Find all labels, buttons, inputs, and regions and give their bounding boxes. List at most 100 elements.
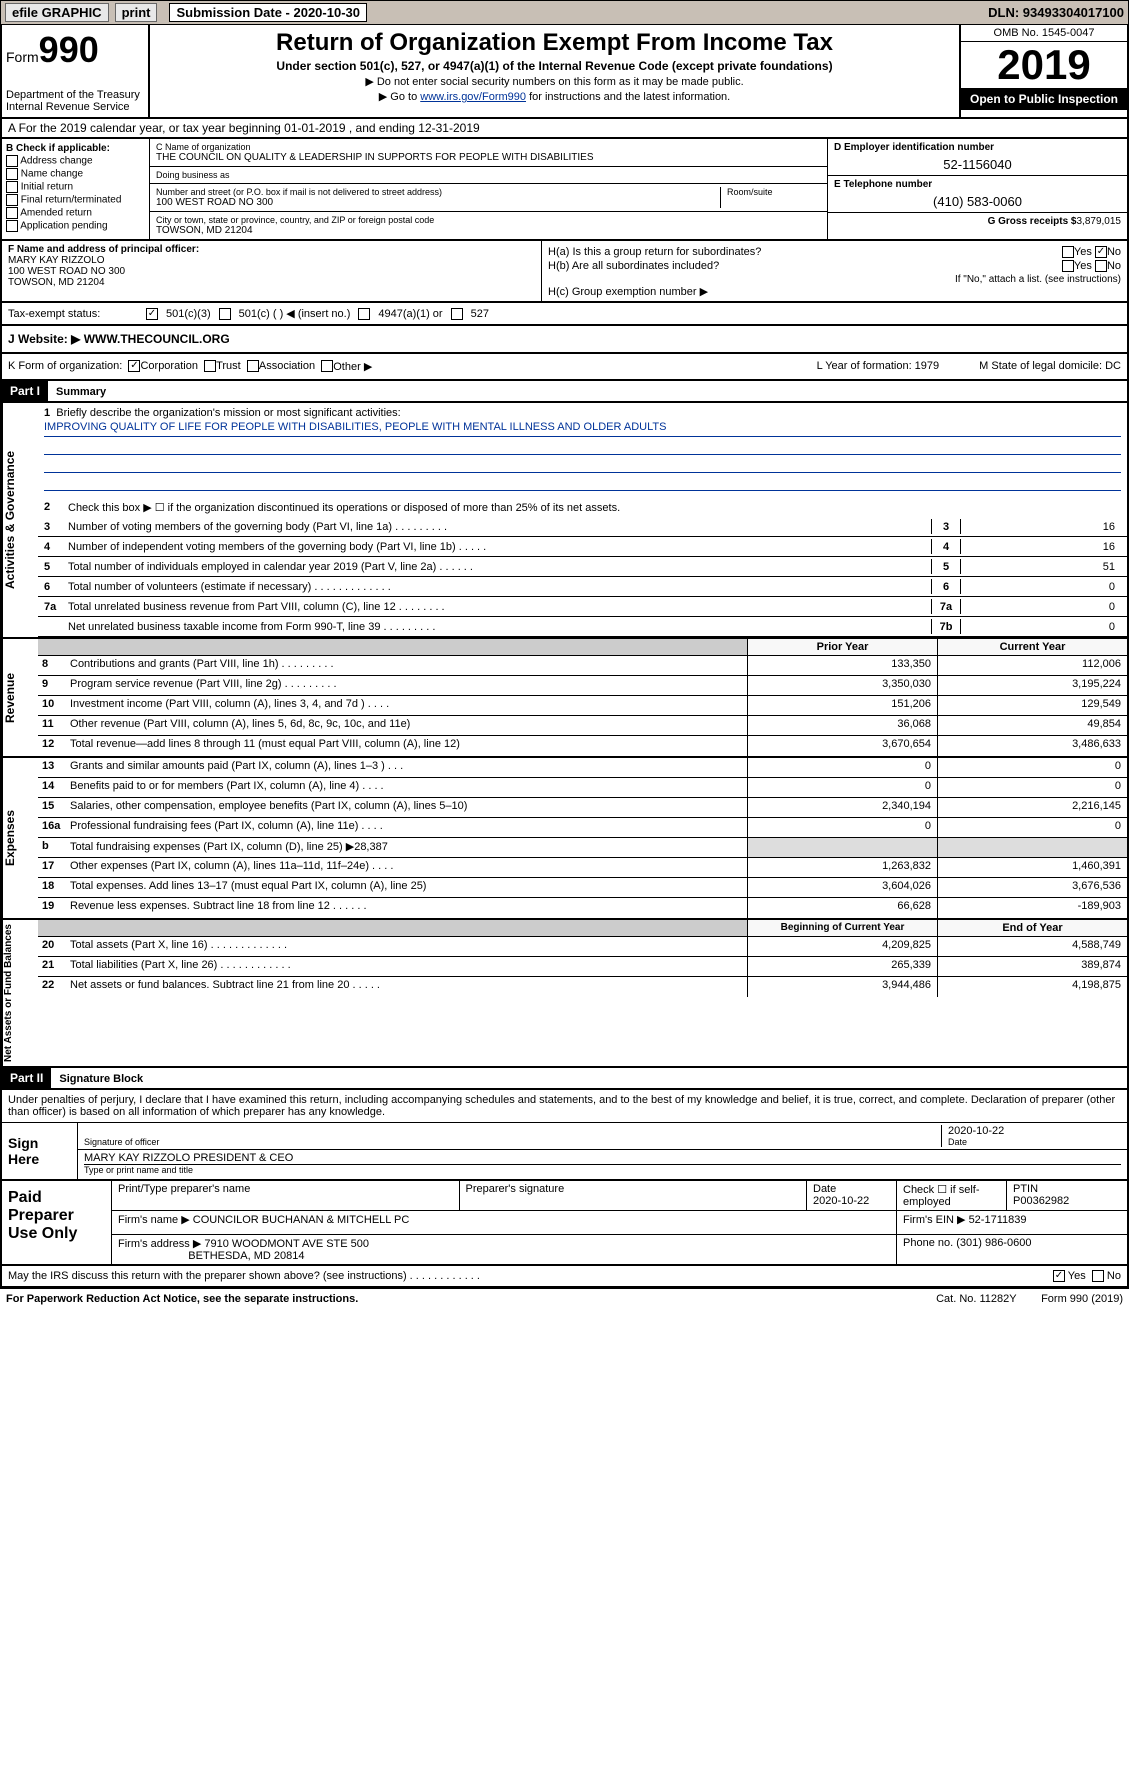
form-subtitle: Under section 501(c), 527, or 4947(a)(1)… <box>158 59 951 73</box>
open-inspection: Open to Public Inspection <box>961 88 1127 110</box>
cb-assoc[interactable] <box>247 360 259 372</box>
cb-corp[interactable] <box>128 360 140 372</box>
cb-app-pending[interactable]: Application pending <box>6 220 145 232</box>
cb-501c[interactable] <box>219 308 231 320</box>
line-15: 15Salaries, other compensation, employee… <box>38 798 1127 818</box>
cb-address-change[interactable]: Address change <box>6 155 145 167</box>
phone: (410) 583-0060 <box>834 194 1121 209</box>
line-14: 14Benefits paid to or for members (Part … <box>38 778 1127 798</box>
paid-prep-label: Paid Preparer Use Only <box>2 1181 112 1264</box>
sign-here-label: Sign Here <box>2 1123 78 1179</box>
ptin: P00362982 <box>1013 1195 1121 1207</box>
col-b-checkboxes: B Check if applicable: Address change Na… <box>2 139 150 239</box>
line-12: 12Total revenue—add lines 8 through 11 (… <box>38 736 1127 756</box>
line-17: 17Other expenses (Part IX, column (A), l… <box>38 858 1127 878</box>
section-bcd: B Check if applicable: Address change Na… <box>0 139 1129 241</box>
line-18: 18Total expenses. Add lines 13–17 (must … <box>38 878 1127 898</box>
line-11: 11Other revenue (Part VIII, column (A), … <box>38 716 1127 736</box>
efile-btn[interactable]: efile GRAPHIC <box>5 3 109 22</box>
tax-year: 2019 <box>961 42 1127 88</box>
k-row: K Form of organization: Corporation Trus… <box>0 354 1129 381</box>
form-header: Form990 Department of the Treasury Inter… <box>0 25 1129 119</box>
col-c-org: C Name of organization THE COUNCIL ON QU… <box>150 139 827 239</box>
part2-header: Part IISignature Block <box>0 1068 1129 1090</box>
paid-preparer: Paid Preparer Use Only Print/Type prepar… <box>0 1181 1129 1266</box>
row-a-period: A For the 2019 calendar year, or tax yea… <box>0 119 1129 139</box>
officer-printed-name: MARY KAY RIZZOLO PRESIDENT & CEO <box>84 1152 1121 1165</box>
irs-link[interactable]: www.irs.gov/Form990 <box>420 91 526 103</box>
vlabel-governance: Activities & Governance <box>2 403 38 637</box>
ein: 52-1156040 <box>834 157 1121 172</box>
cb-amended[interactable]: Amended return <box>6 207 145 219</box>
footer: For Paperwork Reduction Act Notice, see … <box>0 1288 1129 1309</box>
line-8: 8Contributions and grants (Part VIII, li… <box>38 656 1127 676</box>
part1-netassets: Net Assets or Fund Balances Beginning of… <box>0 920 1129 1068</box>
cb-discuss-yes[interactable] <box>1053 1270 1065 1282</box>
cb-final-return[interactable]: Final return/terminated <box>6 194 145 206</box>
cb-4947[interactable] <box>358 308 370 320</box>
summary-line-6: 6Total number of volunteers (estimate if… <box>38 577 1127 597</box>
signature-block: Under penalties of perjury, I declare th… <box>0 1090 1129 1181</box>
state-domicile: M State of legal domicile: DC <box>979 360 1121 373</box>
city: TOWSON, MD 21204 <box>156 225 821 236</box>
col-f-officer: F Name and address of principal officer:… <box>2 241 542 301</box>
street: 100 WEST ROAD NO 300 <box>156 197 714 208</box>
cb-other[interactable] <box>321 360 333 372</box>
firm-ein: 52-1711839 <box>969 1214 1027 1226</box>
sig-date: 2020-10-22 <box>948 1125 1121 1137</box>
form-number: Form990 <box>6 29 144 71</box>
perjury-declaration: Under penalties of perjury, I declare th… <box>2 1090 1127 1123</box>
line-22: 22Net assets or fund balances. Subtract … <box>38 977 1127 997</box>
cb-initial-return[interactable]: Initial return <box>6 181 145 193</box>
firm-name: COUNCILOR BUCHANAN & MITCHELL PC <box>193 1214 410 1226</box>
dept-treasury: Department of the Treasury Internal Reve… <box>6 89 144 113</box>
gross-receipts: 3,879,015 <box>1077 216 1122 227</box>
cb-discuss-no[interactable] <box>1092 1270 1104 1282</box>
org-name: THE COUNCIL ON QUALITY & LEADERSHIP IN S… <box>156 152 821 163</box>
year-formation: L Year of formation: 1979 <box>817 360 940 373</box>
cb-name-change[interactable]: Name change <box>6 168 145 180</box>
omb-number: OMB No. 1545-0047 <box>961 25 1127 42</box>
section-fgh: F Name and address of principal officer:… <box>0 241 1129 303</box>
website-url: WWW.THECOUNCIL.ORG <box>84 332 230 346</box>
officer-name: MARY KAY RIZZOLO <box>8 255 535 266</box>
line-19: 19Revenue less expenses. Subtract line 1… <box>38 898 1127 918</box>
note-link: ▶ Go to www.irs.gov/Form990 for instruct… <box>158 90 951 103</box>
mission-text: IMPROVING QUALITY OF LIFE FOR PEOPLE WIT… <box>44 421 1121 437</box>
summary-line-7a: 7aTotal unrelated business revenue from … <box>38 597 1127 617</box>
vlabel-revenue: Revenue <box>2 639 38 756</box>
topbar: efile GRAPHIC print Submission Date - 20… <box>0 0 1129 25</box>
col-h: H(a) Is this a group return for subordin… <box>542 241 1127 301</box>
firm-addr: 7910 WOODMONT AVE STE 500 <box>204 1238 369 1250</box>
cb-trust[interactable] <box>204 360 216 372</box>
cb-501c3[interactable] <box>146 308 158 320</box>
line-b: bTotal fundraising expenses (Part IX, co… <box>38 838 1127 858</box>
part1-revenue: Revenue Prior YearCurrent Year 8Contribu… <box>0 639 1129 758</box>
summary-line-3: 3Number of voting members of the governi… <box>38 517 1127 537</box>
vlabel-expenses: Expenses <box>2 758 38 918</box>
line-21: 21Total liabilities (Part X, line 26) . … <box>38 957 1127 977</box>
tax-exempt-row: Tax-exempt status: 501(c)(3) 501(c) ( ) … <box>0 303 1129 326</box>
line-10: 10Investment income (Part VIII, column (… <box>38 696 1127 716</box>
summary-line-5: 5Total number of individuals employed in… <box>38 557 1127 577</box>
part1-header: Part ISummary <box>0 381 1129 403</box>
vlabel-netassets: Net Assets or Fund Balances <box>2 920 38 1066</box>
print-btn[interactable]: print <box>115 3 158 22</box>
line-20: 20Total assets (Part X, line 16) . . . .… <box>38 937 1127 957</box>
prep-date: 2020-10-22 <box>813 1195 890 1207</box>
line-16a: 16aProfessional fundraising fees (Part I… <box>38 818 1127 838</box>
cb-527[interactable] <box>451 308 463 320</box>
dln: DLN: 93493304017100 <box>988 5 1124 20</box>
submission-date: Submission Date - 2020-10-30 <box>169 3 367 22</box>
col-d: D Employer identification number 52-1156… <box>827 139 1127 239</box>
discuss-row: May the IRS discuss this return with the… <box>0 1266 1129 1288</box>
note-ssn: ▶ Do not enter social security numbers o… <box>158 75 951 88</box>
form-title: Return of Organization Exempt From Incom… <box>158 29 951 57</box>
website-row: J Website: ▶ WWW.THECOUNCIL.ORG <box>0 326 1129 354</box>
summary-line-7b: Net unrelated business taxable income fr… <box>38 617 1127 637</box>
line-9: 9Program service revenue (Part VIII, lin… <box>38 676 1127 696</box>
firm-phone: (301) 986-0600 <box>956 1237 1031 1249</box>
summary-line-4: 4Number of independent voting members of… <box>38 537 1127 557</box>
part1-governance: Activities & Governance 1 Briefly descri… <box>0 403 1129 639</box>
part1-expenses: Expenses 13Grants and similar amounts pa… <box>0 758 1129 920</box>
